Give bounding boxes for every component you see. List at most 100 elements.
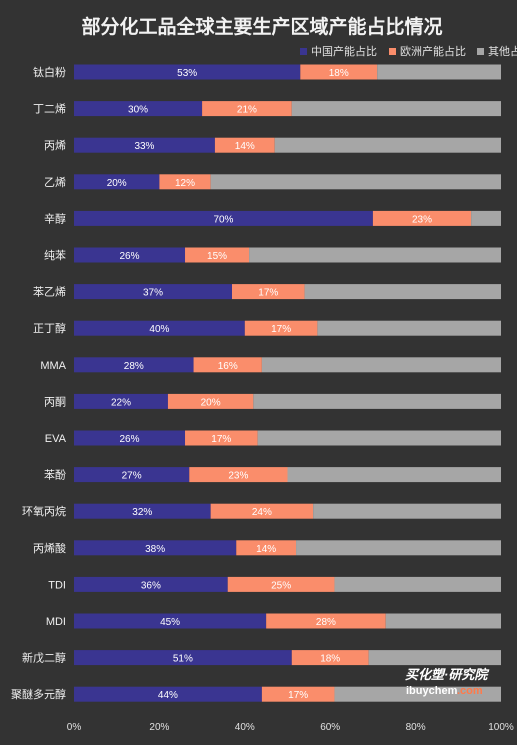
bar-segment-china [74,430,186,446]
data-label: 28% [316,617,336,628]
bar-segment-china [74,503,211,519]
bar-segment-china [74,174,160,190]
bar-segment-china [74,320,245,336]
category-label: 丙烯酸 [33,541,66,555]
bar-segment-europe [231,284,305,300]
bar-segment-china [74,137,215,153]
bar-segment-europe [202,101,292,117]
legend-label-2: 其他占比 [488,44,517,58]
data-label: 15% [207,251,227,262]
bar-segment-other [334,576,501,592]
category-label: MDI [46,616,66,628]
category-label: 环氧丙烷 [22,504,66,518]
data-label: 25% [271,580,291,591]
bar-segment-china [74,650,292,666]
bar-segment-other [274,137,501,153]
bar-segment-europe [227,576,335,592]
data-label: 12% [175,178,195,189]
bar-segment-other [317,320,501,336]
bar-segment-china [74,357,194,373]
bar-segment-other [313,503,501,519]
data-label: 22% [111,397,131,408]
bar-segment-china [74,101,203,117]
bar-segment-europe [185,247,250,263]
data-label: 32% [132,507,152,518]
x-tick-label: 80% [406,722,426,733]
data-label: 38% [145,544,165,555]
x-tick-label: 60% [320,722,340,733]
x-tick-label: 40% [235,722,255,733]
bar-segment-europe [214,137,275,153]
data-label: 27% [122,471,142,482]
x-tick-label: 100% [488,722,514,733]
bar-segment-other [291,101,501,117]
bar-segment-china [74,613,267,629]
data-label: 23% [412,214,432,225]
bar-segment-europe [291,650,369,666]
bar-segment-china [74,540,237,556]
bar-segment-europe [159,174,211,190]
data-label: 20% [201,397,221,408]
x-tick-label: 0% [67,722,82,733]
bar-segment-other [385,613,501,629]
data-label: 37% [143,288,163,299]
data-label: 17% [288,690,308,701]
category-label: 正丁醇 [33,321,66,335]
data-label: 18% [320,654,340,665]
bars-area: 53% 18% 30% 21% 33% 14% 20% 12% 70% 23% 26% 15% 37% 1… [74,64,501,702]
data-label: 21% [237,105,257,116]
data-label: 20% [107,178,127,189]
bar-segment-europe [236,540,297,556]
bar-segment-china [74,576,228,592]
bar-segment-other [296,540,501,556]
bar-segment-other [249,247,501,263]
watermark-sub: ibuychem [406,685,458,697]
data-label: 17% [271,324,291,335]
data-label: 33% [134,141,154,152]
bar-segment-europe [193,357,262,373]
watermark: 买化塑·研究院 ibuychem .com [405,667,490,697]
watermark-main: 买化塑·研究院 [405,667,490,682]
data-label: 53% [177,68,197,79]
bar-segment-china [74,247,186,263]
bar-segment-china [74,393,168,409]
bar-segment-europe [185,430,258,446]
data-label: 18% [329,68,349,79]
category-label: EVA [45,433,67,445]
data-label: 24% [252,507,272,518]
category-label: 乙烯 [44,176,66,189]
data-label: 44% [158,690,178,701]
chart-title: 部分化工品全球主要生产区域产能占比情况 [81,15,442,38]
data-label: 26% [120,434,140,445]
bar-segment-europe [372,210,472,226]
bar-segment-other [253,393,501,409]
bar-segment-europe [244,320,318,336]
legend-swatch-1 [389,48,396,55]
bar-segment-other [368,650,501,666]
bar-segment-other [471,210,501,226]
data-label: 14% [235,141,255,152]
category-label: 苯酚 [44,468,66,482]
bar-segment-other [257,430,501,446]
bar-segment-other [304,284,501,300]
category-label: 辛醇 [44,211,66,225]
data-label: 51% [173,654,193,665]
category-label: 苯乙烯 [33,285,66,299]
watermark-sub-domain: .com [457,685,483,697]
data-label: 36% [141,580,161,591]
bar-segment-china [74,210,373,226]
legend-swatch-0 [300,48,307,55]
data-label: 28% [124,361,144,372]
bar-segment-china [74,467,190,483]
data-label: 26% [120,251,140,262]
category-label: 丙烯 [44,139,66,152]
bar-segment-europe [167,393,254,409]
bar-segment-other [334,686,501,702]
bar-segment-other [210,174,501,190]
category-label: 丁二烯 [33,103,66,116]
data-label: 16% [218,361,238,372]
data-label: 17% [258,288,278,299]
data-label: 14% [256,544,276,555]
bar-segment-other [377,64,501,80]
